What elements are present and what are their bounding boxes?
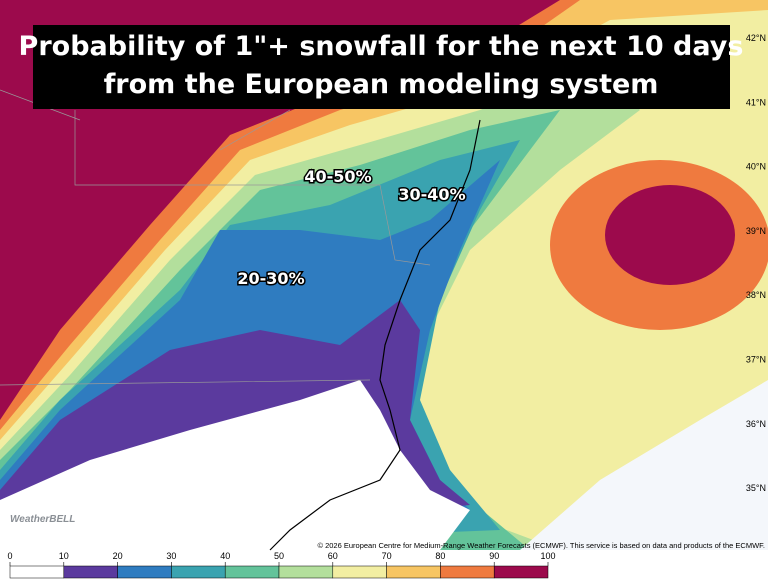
annotation: 30-40% [398,185,465,204]
colorbar-tick-label: 40 [220,551,230,561]
coastline [269,119,481,551]
colorbar: 0 10 20 30 40 50 60 70 80 90 100 [7,551,556,579]
latitude-label: 40°N [746,162,766,172]
offshore-maroon [605,185,735,285]
colorbar-tick-label: 10 [59,551,69,561]
latitude-labels: 42°N 41°N 40°N 39°N 38°N 37°N 36°N 35°N [746,33,766,493]
colorbar-tick-label: 100 [540,551,555,561]
colorbar-tick-label: 20 [113,551,123,561]
latitude-label: 38°N [746,290,766,300]
border-lines [0,89,431,386]
colorbar-segment [171,565,226,579]
annotation: 20-30% [237,269,304,288]
latitude-label: 39°N [746,226,766,236]
colorbar-segment [117,565,172,579]
latitude-label: 37°N [746,355,766,365]
colorbar-tick-label: 30 [166,551,176,561]
latitude-label: 35°N [746,483,766,493]
colorbar-segment [9,565,65,579]
title-line: Probability of 1"+ snowfall for the next… [19,31,744,62]
colorbar-tick-label: 90 [489,551,499,561]
colorbar-segment [493,565,549,579]
colorbar-segment [224,565,280,579]
latitude-label: 42°N [746,33,766,43]
colorbar-segment [332,565,387,579]
colorbar-tick-label: 70 [382,551,392,561]
latitude-label: 36°N [746,419,766,429]
colorbar-tick-label: 50 [274,551,284,561]
latitude-label: 41°N [746,97,766,107]
map-field [0,0,768,550]
state-borders [0,89,431,386]
colorbar-segment [440,565,495,579]
title-line: from the European modeling system [104,69,659,100]
annotation: 40-50% [304,167,371,186]
colorbar-segment [278,565,334,579]
colorbar-tick-label: 0 [7,551,12,561]
colorbar-segment [386,565,441,579]
field-white [0,380,470,550]
colorbar-segment [63,565,118,579]
credit: © 2026 European Centre for Medium-Range … [317,541,765,550]
colorbar-tick-label: 60 [328,551,338,561]
field-outer [520,380,768,550]
logo: WeatherBELL [10,514,75,525]
title-box [33,25,730,109]
colorbar-tick-label: 80 [435,551,445,561]
